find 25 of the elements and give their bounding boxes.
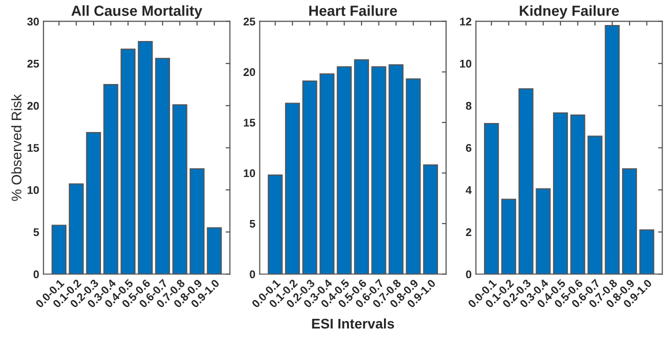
y-tick-label: 0 [250, 270, 256, 278]
y-tick-label: 5 [250, 220, 256, 228]
chart-title: Heart Failure [309, 5, 397, 16]
y-tick-label: 25 [27, 60, 40, 68]
y-tick-label: 6 [466, 144, 472, 152]
y-tick-label: 10 [460, 60, 472, 68]
chart-title: All Cause Mortality [71, 5, 202, 19]
y-tick-label: 4 [466, 186, 472, 194]
y-tick-label: 20 [27, 102, 39, 110]
y-tick-label: 25 [244, 18, 256, 26]
y-tick-label: 20 [244, 68, 256, 76]
chart-title: Kidney Failure [520, 5, 619, 19]
y-tick-label: 12 [460, 18, 472, 26]
y-tick-label: 2 [466, 228, 472, 236]
y-axis-title: % Observed Risk [11, 94, 22, 201]
y-tick-label: 8 [466, 102, 472, 110]
x-axis-title: ESI Intervals [312, 318, 394, 329]
y-tick-label: 15 [244, 118, 256, 127]
y-tick-label: 30 [27, 18, 39, 26]
y-tick-label: 5 [33, 228, 40, 236]
y-tick-label: 0 [34, 270, 39, 278]
y-tick-label: 0 [466, 270, 472, 278]
y-tick-label: 15 [28, 144, 40, 152]
y-tick-label: 10 [244, 169, 256, 178]
y-tick-label: 10 [28, 186, 39, 194]
